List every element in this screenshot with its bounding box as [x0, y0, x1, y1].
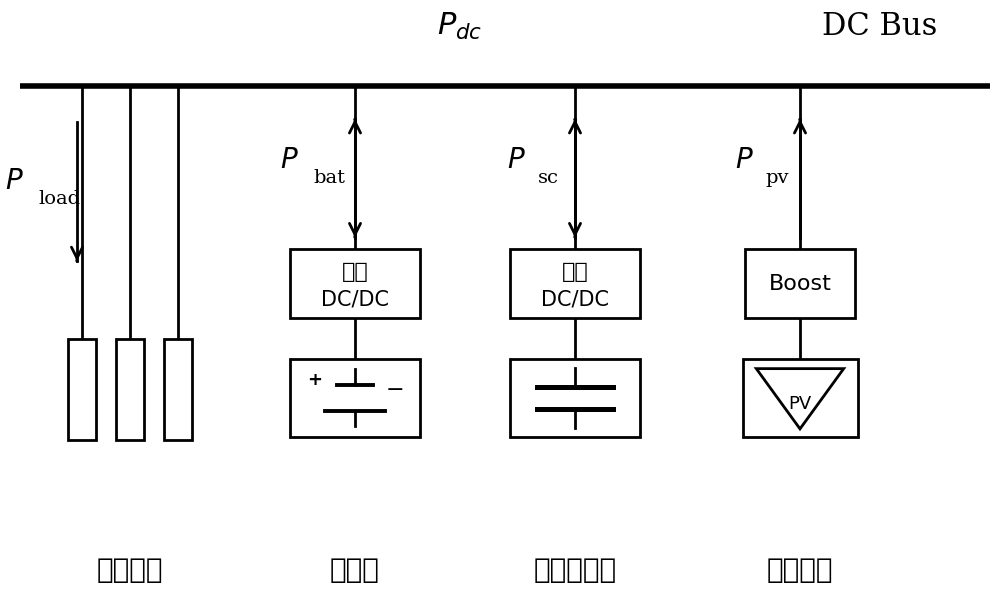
Text: DC Bus: DC Bus: [822, 11, 938, 42]
Text: 直流负载: 直流负载: [97, 556, 163, 584]
Text: load: load: [38, 190, 80, 208]
Text: $P$: $P$: [280, 147, 299, 174]
Text: pv: pv: [765, 169, 788, 187]
Bar: [116, 339, 144, 440]
Text: 超级电容器: 超级电容器: [533, 556, 617, 584]
Bar: [290, 359, 420, 437]
Text: DC/DC: DC/DC: [321, 289, 389, 309]
Text: 双向: 双向: [342, 262, 368, 282]
Bar: [742, 359, 858, 437]
Polygon shape: [756, 369, 844, 429]
Text: $P_{dc}$: $P_{dc}$: [437, 11, 483, 42]
Text: $P$: $P$: [735, 147, 754, 174]
Bar: [164, 339, 192, 440]
Text: Boost: Boost: [769, 274, 831, 293]
Text: sc: sc: [538, 169, 559, 187]
Bar: [68, 339, 96, 440]
Bar: [745, 249, 855, 318]
Text: 蓄电池: 蓄电池: [330, 556, 380, 584]
Text: 双向: 双向: [562, 262, 588, 282]
Bar: [510, 359, 640, 437]
Bar: [510, 249, 640, 318]
Text: DC/DC: DC/DC: [541, 289, 609, 309]
Text: bat: bat: [313, 169, 345, 187]
Text: PV: PV: [788, 395, 812, 413]
Text: $P$: $P$: [507, 147, 526, 174]
Text: 光伏电池: 光伏电池: [767, 556, 833, 584]
Text: −: −: [386, 380, 404, 400]
Text: $P$: $P$: [5, 168, 24, 195]
Bar: [290, 249, 420, 318]
Text: +: +: [308, 371, 322, 389]
